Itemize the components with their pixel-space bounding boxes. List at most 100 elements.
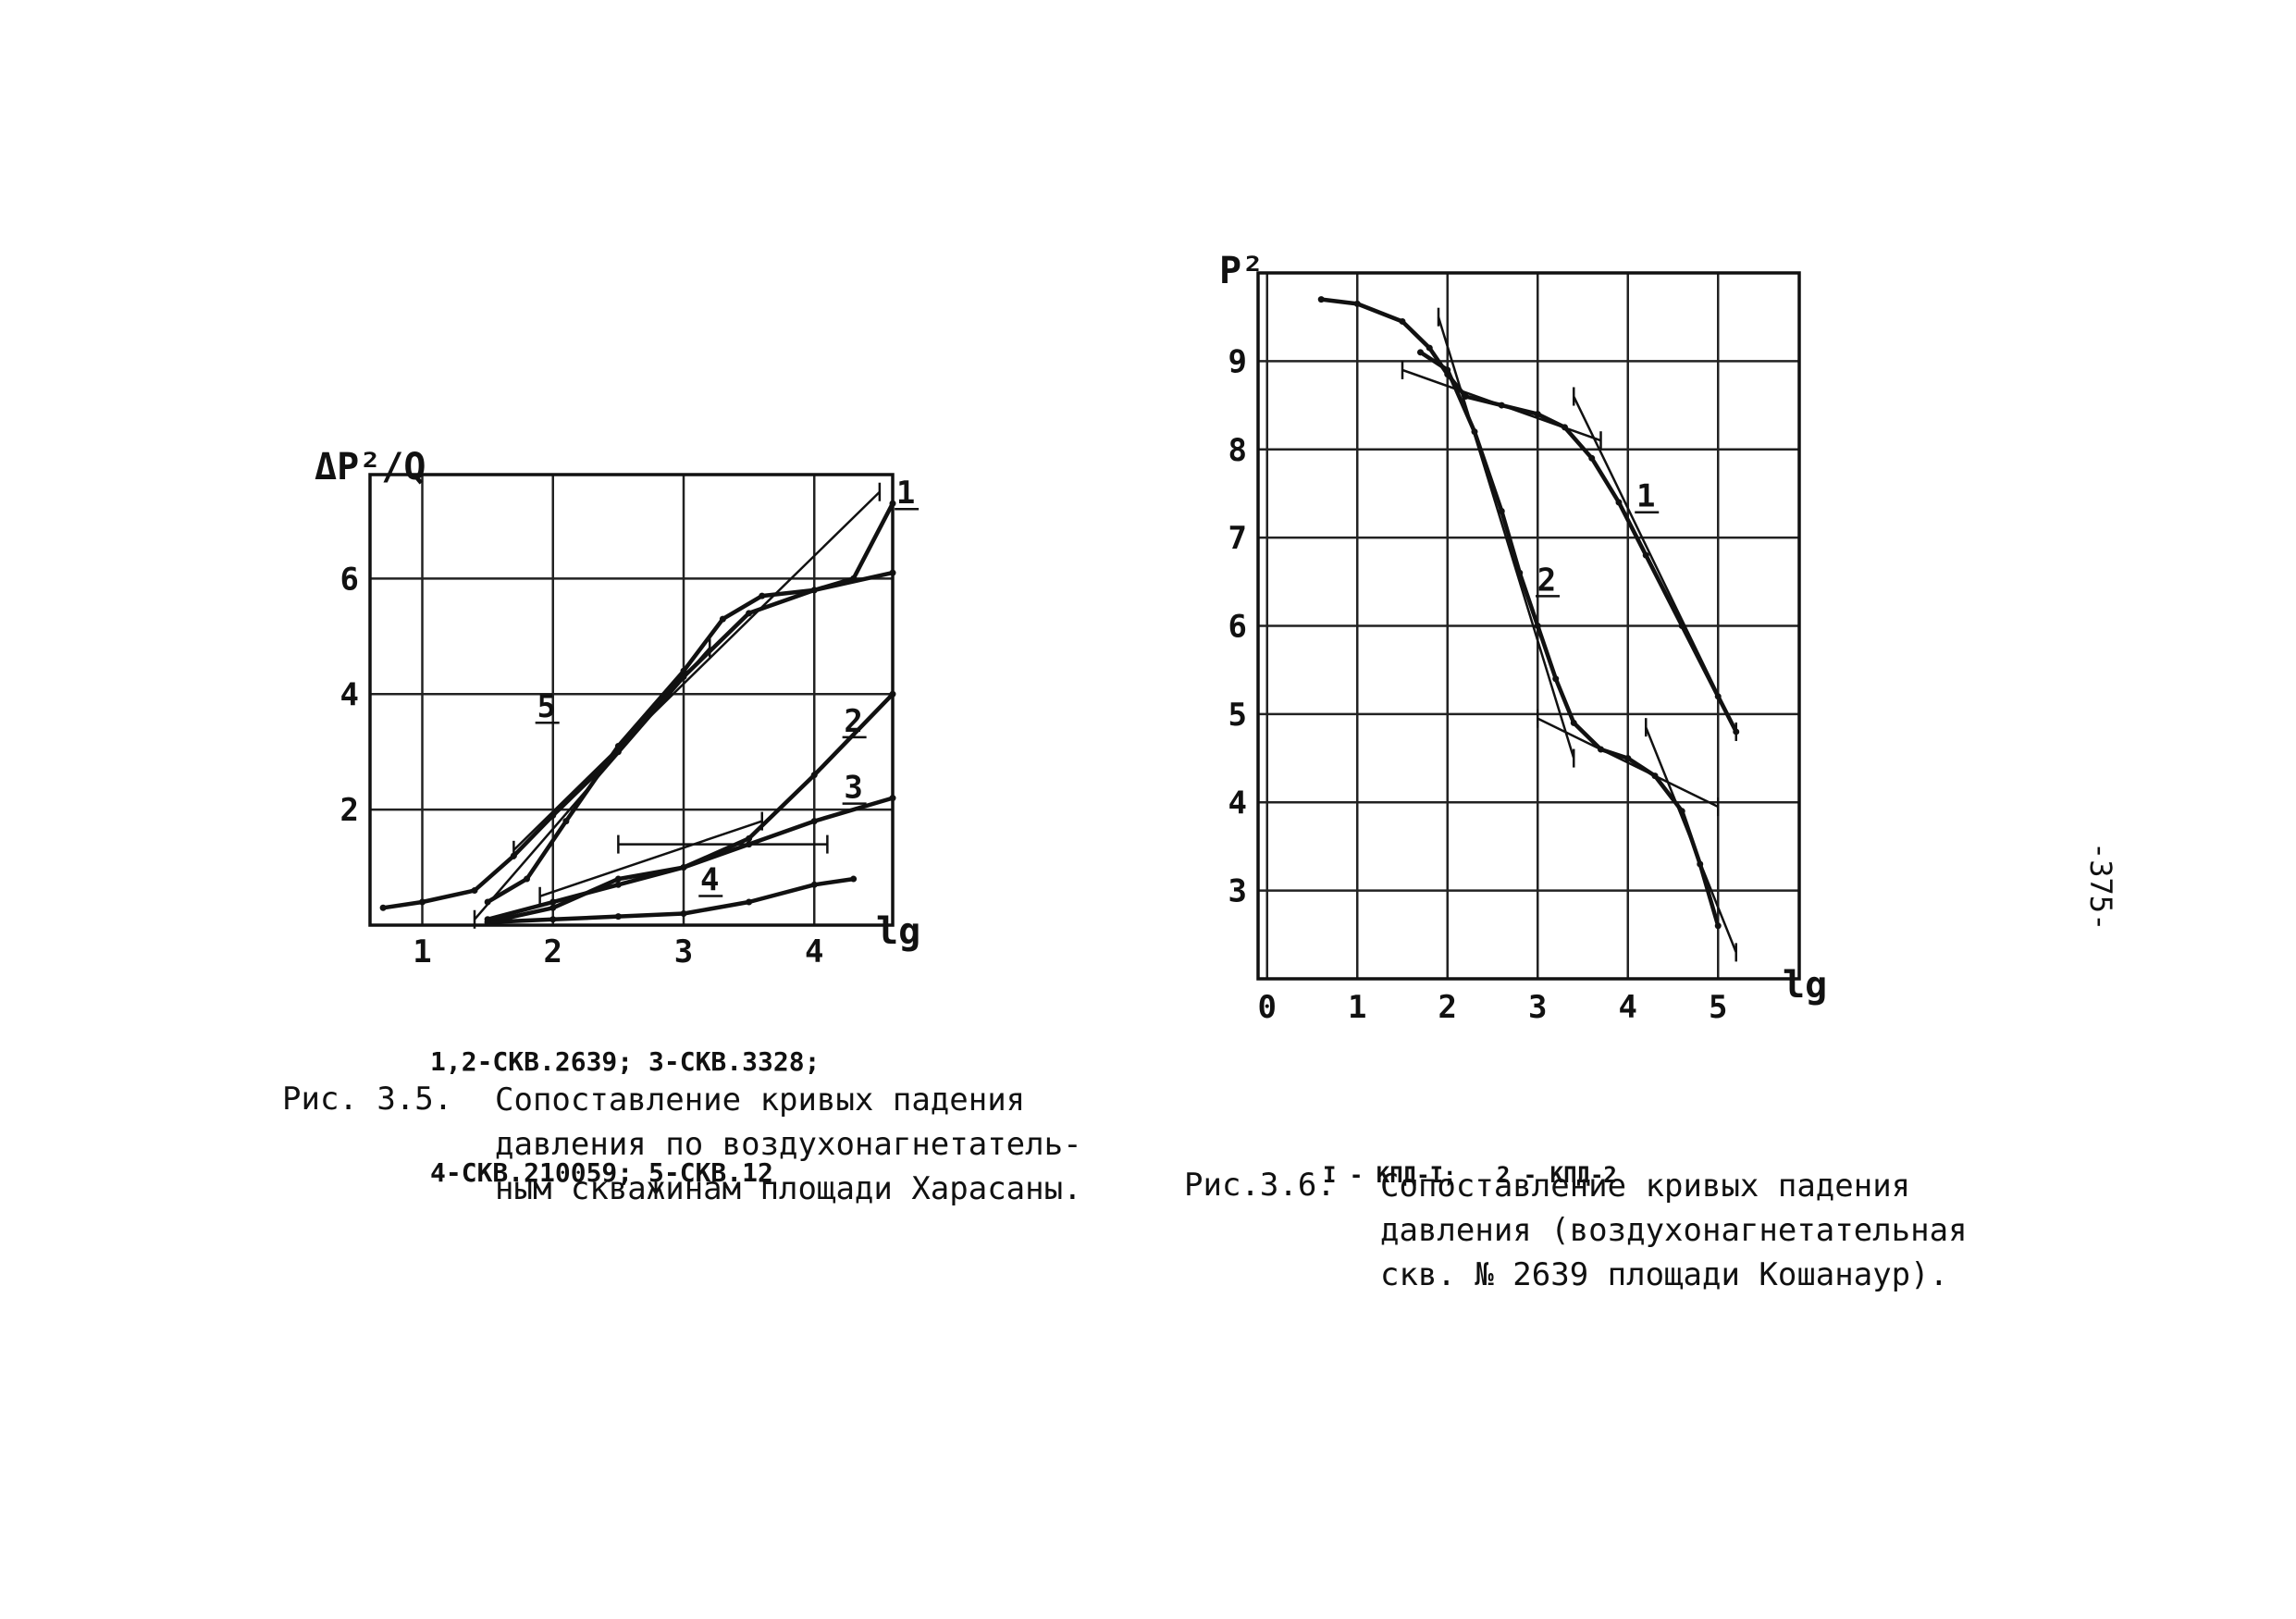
series-label: 1: [896, 475, 915, 512]
data-point: [1570, 719, 1577, 726]
y-tick-label: 8: [1228, 432, 1247, 469]
data-point: [1498, 508, 1505, 515]
x-tick-label: 0: [1258, 989, 1277, 1026]
series-line-1: [1319, 297, 1739, 735]
x-tick-label: 1: [413, 933, 431, 970]
fit-line: [1537, 717, 1719, 809]
data-point: [680, 864, 687, 871]
data-point: [1678, 623, 1685, 629]
data-point: [1534, 623, 1541, 629]
data-point: [1651, 772, 1659, 780]
series-line-2: [1418, 350, 1721, 929]
data-point: [549, 811, 557, 819]
data-point: [850, 875, 858, 883]
caption-line: давления (воздухонагнетательная: [1380, 1212, 1968, 1249]
y-tick-label: 2: [340, 792, 359, 829]
data-point: [1426, 344, 1433, 352]
data-point: [719, 615, 726, 623]
data-point: [1697, 860, 1704, 868]
data-point: [1733, 728, 1740, 735]
data-point: [1714, 922, 1722, 930]
y-tick-label: 9: [1228, 343, 1247, 380]
data-point: [889, 795, 896, 802]
legend-line: 4-СКВ.210059; 5-СКВ.12: [430, 1157, 773, 1188]
data-point: [1516, 569, 1524, 576]
data-point: [759, 592, 766, 599]
data-point: [1498, 402, 1505, 409]
x-tick-label: 2: [1438, 989, 1457, 1026]
x-axis-label: lg t: [1783, 964, 1850, 1007]
y-axis-label: ΔP²/Q: [315, 446, 426, 488]
caption-line: Сопоставление кривых падения: [1380, 1168, 1911, 1205]
series-line-5: [380, 570, 895, 910]
data-point: [1317, 296, 1325, 303]
y-tick-label: 4: [340, 676, 359, 713]
data-point: [379, 904, 387, 911]
fit-line: [512, 490, 881, 851]
data-point: [810, 881, 818, 888]
data-point: [1588, 454, 1596, 462]
y-axis-label: P²: [1219, 250, 1264, 292]
data-point: [746, 898, 753, 906]
data-point: [1399, 317, 1406, 325]
data-point: [549, 898, 557, 906]
data-point: [1615, 499, 1623, 506]
data-point: [510, 852, 517, 859]
chart-fig-3-6: 0 1 2 3 4 5 3 4 5 6 7 8 9 P² lg t 1 2: [1219, 250, 1850, 1026]
y-tick-label: 3: [1228, 873, 1247, 910]
data-point: [1624, 755, 1632, 762]
data-point: [1598, 746, 1604, 753]
series-label: 4: [700, 862, 719, 899]
data-point: [810, 818, 818, 825]
x-tick-label: 3: [1528, 989, 1547, 1026]
series-label: 3: [844, 770, 862, 807]
data-point: [614, 913, 622, 921]
data-point: [680, 674, 687, 681]
data-point: [524, 875, 530, 883]
data-point: [889, 690, 896, 698]
data-point: [1562, 424, 1568, 431]
data-point: [889, 569, 896, 576]
x-tick-label: 3: [674, 933, 693, 970]
data-point: [746, 834, 753, 842]
y-tick-label: 6: [340, 561, 359, 598]
caption-line: давления по воздухонагнетатель-: [495, 1126, 1082, 1163]
legend-fig-3-6: I - КПД-I; 2 - КПД-2: [1323, 1082, 1617, 1267]
data-point: [1417, 349, 1424, 356]
x-tick-label: 5: [1709, 989, 1727, 1026]
data-point: [810, 587, 818, 594]
data-point: [614, 748, 622, 756]
data-point: [1714, 693, 1722, 700]
fit-line: [539, 820, 763, 897]
caption-number-right: Рис.3.6.: [1184, 1167, 1336, 1204]
data-point: [471, 887, 478, 895]
caption-text-left: Сопоставление кривых падения давления по…: [495, 1078, 1082, 1211]
caption-line: скв. № 2639 площади Кошанаур).: [1380, 1256, 1949, 1293]
data-point: [1678, 808, 1685, 815]
data-point: [549, 904, 557, 911]
data-point: [614, 881, 622, 888]
data-point: [1552, 675, 1560, 683]
data-point: [549, 916, 557, 923]
x-tick-label: 1: [1348, 989, 1366, 1026]
page-number: -375-: [2083, 842, 2118, 932]
data-point: [484, 898, 491, 906]
data-point: [810, 772, 818, 779]
data-point: [1462, 393, 1469, 401]
caption-text-right: Сопоставление кривых падения давления (в…: [1380, 1164, 1968, 1297]
data-point: [1353, 300, 1361, 307]
caption-line: ным скважинам площади Харасаны.: [495, 1170, 1082, 1207]
y-tick-label: 4: [1228, 785, 1247, 822]
data-point: [1444, 366, 1451, 374]
series-label: 1: [1636, 478, 1655, 515]
data-point: [746, 841, 753, 848]
y-tick-label: 7: [1228, 520, 1247, 557]
data-point: [1471, 428, 1478, 436]
data-point: [746, 610, 753, 617]
data-point: [1642, 551, 1649, 559]
data-point: [889, 500, 896, 507]
caption-line: Сопоставление кривых падения: [495, 1081, 1026, 1118]
x-axis-label: lg t: [876, 910, 925, 953]
